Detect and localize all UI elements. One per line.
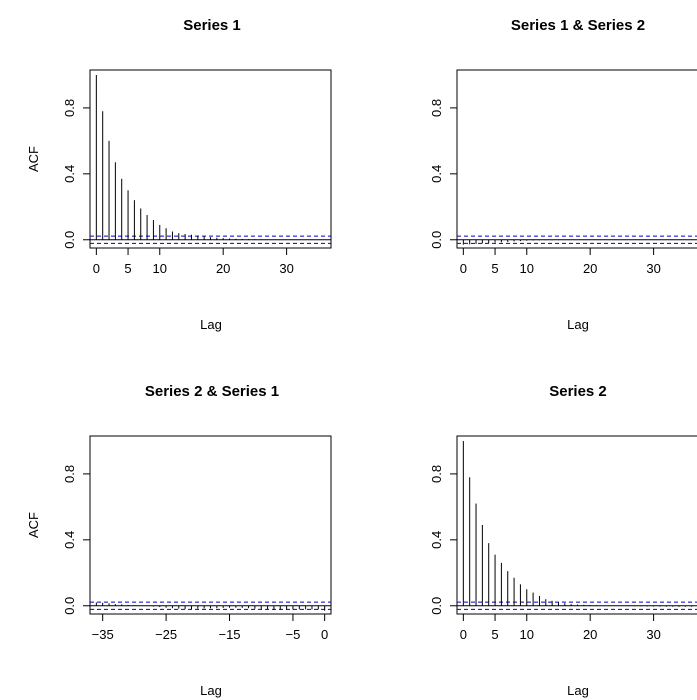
x-tick-label: 10 [520,627,534,642]
x-tick-label: 0 [93,261,100,276]
x-tick-label: 20 [216,261,230,276]
y-tick-label: 0.0 [429,231,444,249]
x-tick-label: −5 [286,627,301,642]
x-axis-label: Lag [567,317,589,332]
x-tick-label: −25 [155,627,177,642]
y-tick-label: 0.4 [62,165,77,183]
y-tick-label: 0.8 [429,99,444,117]
x-tick-label: 10 [153,261,167,276]
y-tick-label: 0.0 [62,231,77,249]
y-tick-label: 0.0 [429,597,444,615]
x-tick-label: 20 [583,627,597,642]
x-tick-label: 0 [460,261,467,276]
x-tick-label: 20 [583,261,597,276]
chart-title: Series 2 & Series 1 [145,383,279,400]
x-tick-label: 5 [491,627,498,642]
y-tick-label: 0.4 [62,531,77,549]
y-axis-label: ACF [26,512,41,538]
y-tick-label: 0.4 [429,165,444,183]
x-tick-label: 0 [321,627,328,642]
x-tick-label: 30 [646,261,660,276]
plot-area: 0 5 10 20 30 0.0 0.4 0.8 [429,440,697,642]
x-axis-label: Lag [200,317,222,332]
x-tick-label: 5 [124,261,131,276]
chart-title: Series 1 & Series 2 [511,17,645,34]
y-tick-label: 0.0 [62,597,77,615]
plot-frame [456,69,697,249]
plot-frame [89,69,332,249]
plot-area: 0 5 10 20 30 0.0 0.4 0.8 [429,99,697,276]
plot-area: 0 5 10 20 30 0.0 0.4 0.8 [62,74,331,276]
x-tick-label: 30 [646,627,660,642]
panel-series-2: Series 2 Lag 0 5 10 20 30 0.0 0.4 0.8 [429,383,697,698]
panel-series-1-and-series-2: Series 1 & Series 2 Lag 0 5 10 20 30 0.0 0.4 0.… [429,17,697,332]
plot-frame [456,435,697,615]
x-tick-label: 0 [460,627,467,642]
y-axis-label: ACF [26,146,41,172]
x-tick-label: −35 [92,627,114,642]
y-tick-label: 0.8 [62,99,77,117]
plot-frame [89,435,332,615]
x-tick-label: 30 [279,261,293,276]
panel-series-1: Series 1 Lag ACF 0 5 10 20 30 0.0 0.4 0.8 [26,17,332,332]
x-axis-label: Lag [567,683,589,698]
plot-area: −35 −25 −15 −5 0 0.0 0.4 0.8 [62,465,331,642]
x-tick-label: 10 [520,261,534,276]
y-tick-label: 0.8 [62,465,77,483]
panel-series-2-and-series-1: Series 2 & Series 1 Lag ACF −35 −25 −15 −5 0… [26,383,332,698]
x-axis-label: Lag [200,683,222,698]
x-tick-label: −15 [218,627,240,642]
chart-title: Series 2 [549,383,607,400]
chart-title: Series 1 [183,17,241,34]
y-tick-label: 0.4 [429,531,444,549]
x-tick-label: 5 [491,261,498,276]
y-tick-label: 0.8 [429,465,444,483]
